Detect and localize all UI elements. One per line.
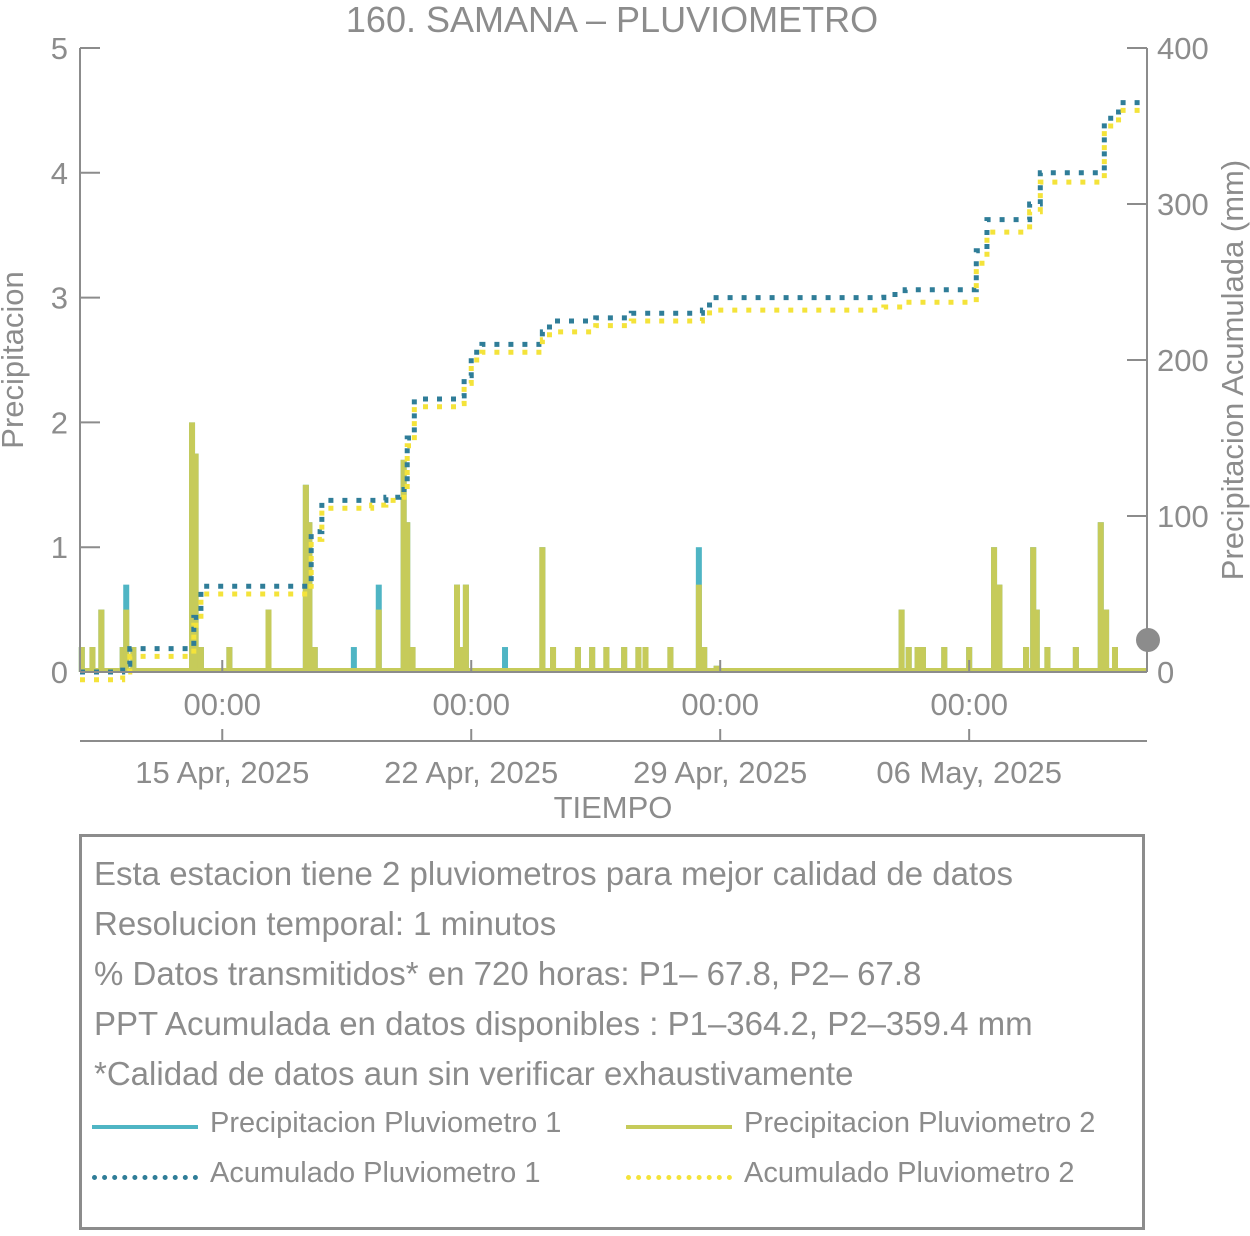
x-date-tick-label: 06 May, 2025 (876, 755, 1062, 790)
precip-bar-p2 (539, 547, 546, 672)
precip-bar-p2 (306, 522, 313, 672)
precip-bar-p2 (966, 647, 973, 672)
precip-bar-p2 (89, 647, 96, 672)
precip-bar-p2 (550, 647, 557, 672)
precip-bar-p2 (311, 647, 318, 672)
precip-bar-p2 (189, 422, 196, 672)
precip-bar-p2 (574, 647, 581, 672)
y-left-tick-label: 0 (51, 655, 68, 690)
y-left-tick-label: 1 (51, 530, 68, 565)
chart-svg: 160. SAMANA – PLUVIOMETRO 0 1 2 3 4 5 0 100 200 3… (0, 0, 1250, 825)
precip-bar-p2 (1023, 647, 1030, 672)
precip-bar-p2 (1103, 609, 1110, 672)
precip-bar-p2 (1033, 609, 1040, 672)
y-axis-left-label: Precipitacion (0, 271, 30, 448)
info-line-5: *Calidad de datos aun sin verificar exha… (94, 1055, 854, 1092)
precip-bar-p2 (459, 647, 466, 672)
precip-bar-p2 (635, 647, 642, 672)
legend-label-a2: Acumulado Pluviometro 2 (744, 1157, 1075, 1189)
legend-label-p2: Precipitacion Pluviometro 2 (744, 1107, 1096, 1139)
precip-bar-p2 (996, 584, 1003, 672)
precip-bar-p2 (991, 547, 998, 672)
legend-swatch-a2 (626, 1175, 732, 1180)
precip-bar-p2 (409, 647, 416, 672)
y-left-tick-label: 2 (51, 405, 68, 440)
precip-bar-p2 (462, 584, 469, 672)
precip-bar-p2 (701, 647, 708, 672)
precip-bar-p2 (375, 609, 382, 672)
y-right-tick-label: 300 (1157, 187, 1209, 222)
precip-bar-p2 (123, 609, 130, 672)
precip-bar-p2 (98, 609, 105, 672)
y-left-tick-label: 4 (51, 156, 68, 191)
precip-bar-p2 (192, 453, 199, 672)
precip-bar-p2 (667, 647, 674, 672)
precip-bar-p2 (642, 647, 649, 672)
x-date-tick-label: 15 Apr, 2025 (135, 755, 309, 790)
precip-bar-p2 (130, 647, 137, 672)
legend-swatch-p2 (626, 1125, 732, 1129)
precip-bar-p2 (905, 647, 912, 672)
precip-bar-p2 (404, 522, 411, 672)
y-right-tick-label: 100 (1157, 499, 1209, 534)
scroll-indicator[interactable] (1136, 628, 1160, 652)
y-right-tick-label: 200 (1157, 343, 1209, 378)
legend-swatch-p1 (92, 1125, 198, 1129)
precip-bar-p2 (695, 584, 702, 672)
legend-label-p1: Precipitacion Pluviometro 1 (210, 1107, 562, 1139)
precip-bar-p2 (265, 609, 272, 672)
precip-bar-p2 (589, 647, 596, 672)
precip-bar-p2 (78, 647, 85, 672)
info-line-4: PPT Acumulada en datos disponibles : P1–… (94, 1005, 1033, 1042)
x-date-tick-label: 29 Apr, 2025 (633, 755, 807, 790)
x-time-tick-label: 00:00 (432, 687, 510, 722)
precip-bar-p1 (350, 647, 357, 672)
cumulative-layer (80, 100, 1147, 683)
precip-bar-p2 (197, 647, 204, 672)
precip-bar-p2 (603, 647, 610, 672)
axes-layer: 0 1 2 3 4 5 0 100 200 300 400 00:00 00:00 00:00 00:00 1… (51, 31, 1209, 790)
y-right-tick-label: 400 (1157, 31, 1209, 66)
legend-swatch-a1 (92, 1175, 198, 1180)
precip-bar-p2 (1111, 647, 1118, 672)
precip-bar-p1 (502, 647, 509, 672)
x-axis-label: TIEMPO (554, 790, 673, 825)
precip-bar-p2 (454, 584, 461, 672)
cumulative-line-p2 (80, 107, 1147, 683)
precip-bar-p2 (226, 647, 233, 672)
x-date-tick-label: 22 Apr, 2025 (384, 755, 558, 790)
precip-bar-p2 (941, 647, 948, 672)
info-line-3: % Datos transmitidos* en 720 horas: P1– … (94, 955, 922, 992)
precip-bar-p2 (119, 647, 126, 672)
legend-label-a1: Acumulado Pluviometro 1 (210, 1157, 541, 1189)
precip-bar-p2 (919, 647, 926, 672)
y-axis-right-label: Precipitacion Acumulada (mm) (1215, 160, 1250, 580)
precip-bar-p2 (1030, 547, 1037, 672)
x-time-tick-label: 00:00 (183, 687, 261, 722)
x-time-tick-label: 00:00 (681, 687, 759, 722)
bars-layer (78, 422, 1147, 672)
precip-bar-p2 (1072, 647, 1079, 672)
cumulative-line-p1 (80, 100, 1147, 675)
x-time-tick-label: 00:00 (930, 687, 1008, 722)
precip-bar-p2 (400, 459, 407, 672)
precip-bar-p2 (621, 647, 628, 672)
info-box: Esta estacion tiene 2 pluviometros para … (79, 834, 1145, 1230)
y-left-tick-label: 5 (51, 31, 68, 66)
info-line-1: Esta estacion tiene 2 pluviometros para … (94, 855, 1014, 892)
chart-title: 160. SAMANA – PLUVIOMETRO (346, 0, 878, 40)
precip-bar-p2 (1044, 647, 1051, 672)
y-right-tick-label: 0 (1157, 655, 1174, 690)
info-line-2: Resolucion temporal: 1 minutos (94, 905, 557, 942)
precip-bar-p2 (302, 484, 309, 672)
precip-bar-p2 (1097, 522, 1104, 672)
precip-bar-p2 (914, 647, 921, 672)
y-left-tick-label: 3 (51, 281, 68, 316)
precip-bar-p2 (898, 609, 905, 672)
